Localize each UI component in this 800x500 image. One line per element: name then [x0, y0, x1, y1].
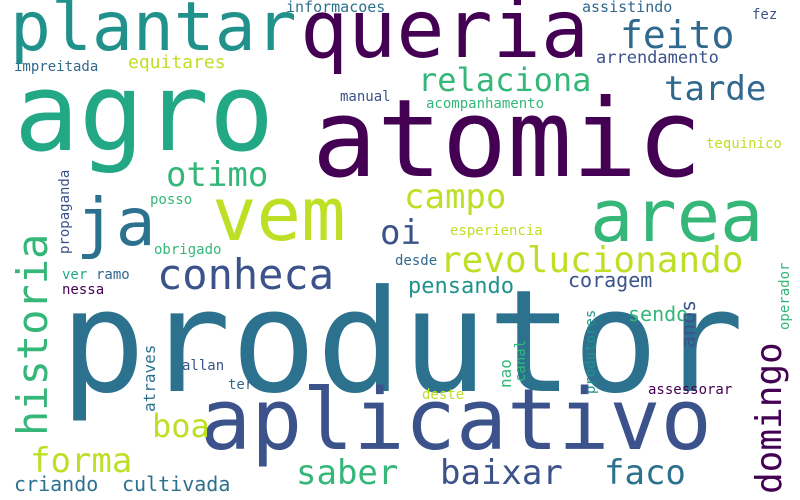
word-area: area — [590, 174, 764, 258]
word-queria: queria — [300, 0, 589, 76]
word-relaciona: relaciona — [418, 61, 592, 99]
word-vem: vem — [212, 172, 346, 258]
word-canal: canal — [513, 339, 529, 382]
word-otimo: otimo — [166, 155, 269, 195]
word-boa: boa — [152, 407, 210, 445]
word-saber: saber — [296, 453, 399, 493]
word-nessa: nessa — [62, 282, 105, 298]
word-sendo: sendo — [628, 302, 689, 326]
word-informacoes: informacoes — [286, 0, 386, 16]
word-criando: criando — [14, 472, 99, 496]
word-manual: manual — [340, 89, 391, 105]
word-tarde: tarde — [664, 69, 767, 109]
word-aplicativo: aplicativo — [200, 371, 712, 470]
word-faco: faco — [604, 453, 686, 493]
word-impreitada: impreitada — [14, 59, 99, 75]
word-posso: posso — [150, 192, 193, 208]
word-acompanhamento: acompanhamento — [426, 96, 545, 112]
word-ja: ja — [76, 184, 156, 261]
word-fez: fez — [752, 7, 778, 23]
word-anos: anos — [676, 299, 700, 348]
word-equitares: equitares — [128, 52, 226, 73]
word-feito: feito — [620, 13, 735, 57]
word-allan: allan — [182, 358, 225, 374]
word-baixar: baixar — [440, 453, 563, 493]
word-assistindo: assistindo — [582, 0, 673, 16]
word-domingo: domingo — [749, 342, 790, 494]
word-tequinico: tequinico — [706, 136, 782, 152]
word-pensando: pensando — [408, 274, 514, 299]
word-propaganda: propaganda — [57, 169, 73, 254]
word-nao: nao — [496, 359, 515, 388]
word-produtor: produtor — [60, 260, 744, 425]
word-desde: desde — [395, 253, 438, 269]
word-atomic: atomic — [312, 77, 703, 202]
word-operador: operador — [777, 262, 793, 330]
word-conheca: conheca — [157, 250, 335, 299]
word-ramo: ramo — [96, 267, 130, 283]
word-arrendamento: arrendamento — [596, 48, 719, 68]
word-forma: forma — [30, 441, 133, 481]
word-historia: historia — [8, 233, 57, 436]
word-ter: ter — [228, 377, 254, 393]
word-agro: agro — [14, 51, 275, 176]
word-ver: ver — [62, 267, 88, 283]
word-atraves: atraves — [140, 344, 159, 412]
word-cultivada: cultivada — [122, 472, 231, 496]
word-deste: deste — [422, 387, 465, 403]
word-produtores: produtores — [583, 309, 599, 394]
word-revolucionando: revolucionando — [440, 240, 744, 281]
word-esperiencia: esperiencia — [450, 223, 543, 239]
word-obrigado: obrigado — [154, 242, 222, 258]
word-plantar: plantar — [10, 0, 297, 67]
word-campo: campo — [404, 177, 507, 217]
word-coragem: coragem — [568, 268, 653, 292]
word-assessorar: assessorar — [648, 382, 733, 398]
word-oi: oi — [380, 213, 421, 253]
